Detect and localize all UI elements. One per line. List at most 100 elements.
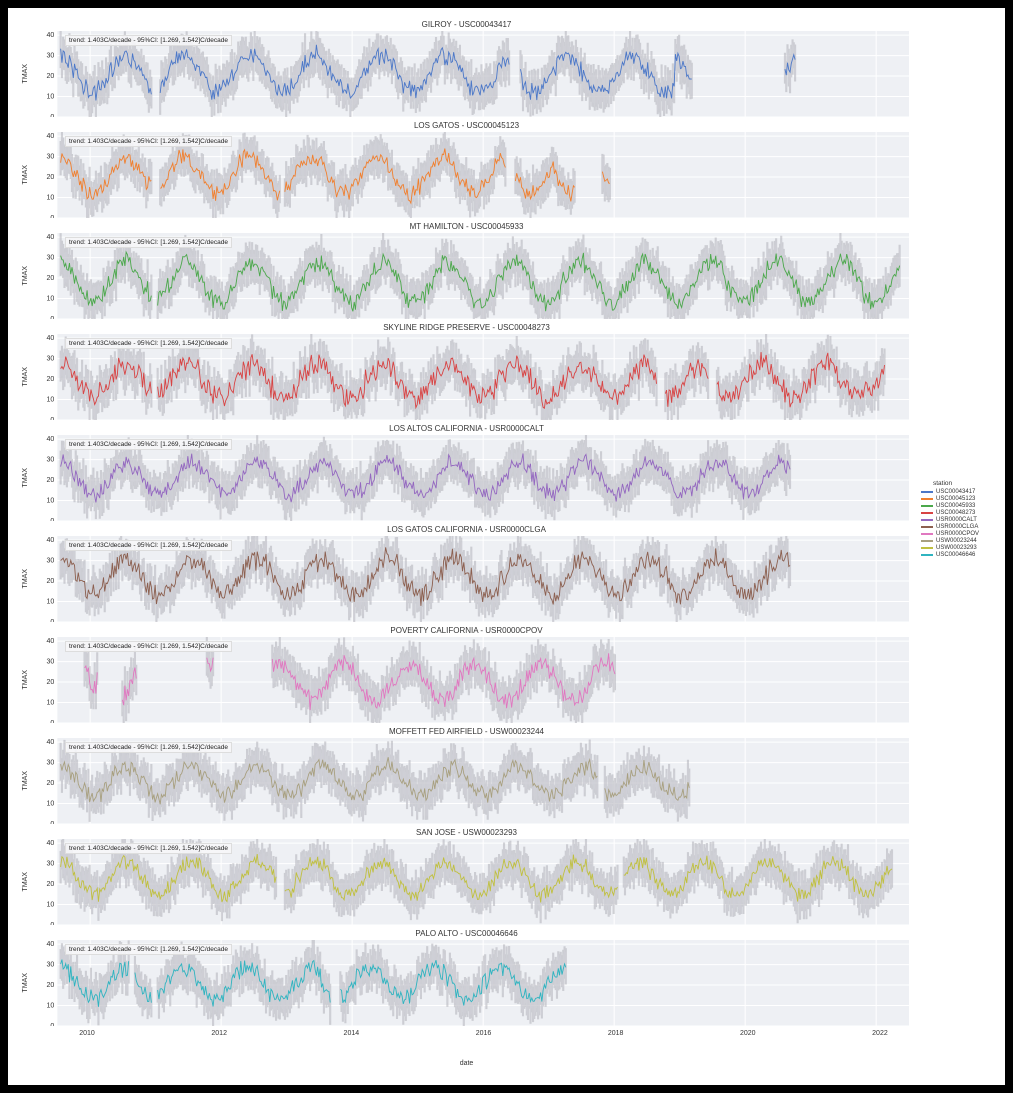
svg-text:40: 40	[46, 436, 54, 443]
y-axis-label: TMAX	[20, 468, 29, 487]
plot-area: trend: 1.403C/decade - 95%CI: [1.269, 1.…	[29, 839, 913, 925]
legend-label: USR0000CALT	[936, 517, 977, 523]
svg-text:40: 40	[46, 739, 54, 746]
legend-item: USW00023293	[921, 545, 993, 551]
plot-area: trend: 1.403C/decade - 95%CI: [1.269, 1.…	[29, 132, 913, 218]
y-axis-label: TMAX	[20, 64, 29, 83]
svg-text:0: 0	[50, 619, 54, 622]
legend-item: USC00043417	[921, 489, 993, 495]
svg-text:20: 20	[46, 477, 54, 484]
svg-text:0: 0	[50, 114, 54, 117]
legend-item: USC00045123	[921, 496, 993, 502]
panels-container: GILROY - USC00043417 TMAX trend: 1.403C/…	[20, 20, 913, 1026]
panel-6: POVERTY CALIFORNIA - USR0000CPOV TMAX tr…	[20, 626, 913, 723]
svg-text:20: 20	[46, 578, 54, 585]
svg-text:40: 40	[46, 234, 54, 241]
trend-annotation: trend: 1.403C/decade - 95%CI: [1.269, 1.…	[65, 641, 232, 652]
y-axis-label: TMAX	[20, 165, 29, 184]
legend-label: USR0000CPOV	[936, 531, 979, 537]
svg-text:30: 30	[46, 659, 54, 666]
svg-text:30: 30	[46, 962, 54, 969]
svg-text:0: 0	[50, 1023, 54, 1026]
x-axis-row: 2010201220142016201820202022	[20, 1030, 913, 1050]
svg-text:10: 10	[46, 700, 54, 707]
legend-swatch	[921, 547, 933, 549]
panel-7: MOFFETT FED AIRFIELD - USW00023244 TMAX …	[20, 727, 913, 824]
plot-area: trend: 1.403C/decade - 95%CI: [1.269, 1.…	[29, 536, 913, 622]
plot-area: trend: 1.403C/decade - 95%CI: [1.269, 1.…	[29, 940, 913, 1026]
legend-swatch	[921, 505, 933, 507]
svg-text:0: 0	[50, 518, 54, 521]
legend-item: USR0000CPOV	[921, 531, 993, 537]
panel-4: LOS ALTOS CALIFORNIA - USR0000CALT TMAX …	[20, 424, 913, 521]
svg-text:0: 0	[50, 316, 54, 319]
legend-swatch	[921, 526, 933, 528]
trend-annotation: trend: 1.403C/decade - 95%CI: [1.269, 1.…	[65, 35, 232, 46]
trend-annotation: trend: 1.403C/decade - 95%CI: [1.269, 1.…	[65, 944, 232, 955]
trend-annotation: trend: 1.403C/decade - 95%CI: [1.269, 1.…	[65, 742, 232, 753]
panel-title: POVERTY CALIFORNIA - USR0000CPOV	[20, 626, 913, 635]
panel-title: LOS ALTOS CALIFORNIA - USR0000CALT	[20, 424, 913, 433]
svg-text:30: 30	[46, 154, 54, 161]
panel-0: GILROY - USC00043417 TMAX trend: 1.403C/…	[20, 20, 913, 117]
svg-text:20: 20	[46, 275, 54, 282]
legend-item: USC00045933	[921, 503, 993, 509]
plot-area: trend: 1.403C/decade - 95%CI: [1.269, 1.…	[29, 31, 913, 117]
legend-swatch	[921, 512, 933, 514]
panel-3: SKYLINE RIDGE PRESERVE - USC00048273 TMA…	[20, 323, 913, 420]
y-axis-label: TMAX	[20, 670, 29, 689]
svg-text:0: 0	[50, 821, 54, 824]
legend-item: USC00048273	[921, 510, 993, 516]
trend-annotation: trend: 1.403C/decade - 95%CI: [1.269, 1.…	[65, 540, 232, 551]
panel-title: SAN JOSE - USW00023293	[20, 828, 913, 837]
plot-area: trend: 1.403C/decade - 95%CI: [1.269, 1.…	[29, 738, 913, 824]
svg-text:30: 30	[46, 558, 54, 565]
figure-frame: GILROY - USC00043417 TMAX trend: 1.403C/…	[8, 8, 1005, 1085]
x-tick: 2022	[872, 1030, 888, 1037]
svg-text:0: 0	[50, 417, 54, 420]
svg-text:10: 10	[46, 599, 54, 606]
x-tick: 2020	[740, 1030, 756, 1037]
svg-text:20: 20	[46, 780, 54, 787]
legend-item: USR0000CALT	[921, 517, 993, 523]
x-tick: 2012	[211, 1030, 227, 1037]
panel-title: SKYLINE RIDGE PRESERVE - USC00048273	[20, 323, 913, 332]
x-tick: 2014	[344, 1030, 360, 1037]
svg-text:20: 20	[46, 679, 54, 686]
svg-text:40: 40	[46, 133, 54, 140]
svg-text:40: 40	[46, 840, 54, 847]
svg-text:10: 10	[46, 397, 54, 404]
svg-text:20: 20	[46, 73, 54, 80]
legend-swatch	[921, 533, 933, 535]
panel-title: MOFFETT FED AIRFIELD - USW00023244	[20, 727, 913, 736]
x-tick: 2016	[476, 1030, 492, 1037]
panel-8: SAN JOSE - USW00023293 TMAX trend: 1.403…	[20, 828, 913, 925]
x-axis: 2010201220142016201820202022	[54, 1030, 913, 1050]
panel-2: MT HAMILTON - USC00045933 TMAX trend: 1.…	[20, 222, 913, 319]
svg-text:0: 0	[50, 215, 54, 218]
panel-title: LOS GATOS - USC00045123	[20, 121, 913, 130]
x-tick: 2018	[608, 1030, 624, 1037]
legend-label: USC00043417	[936, 489, 975, 495]
legend-swatch	[921, 554, 933, 556]
svg-text:30: 30	[46, 760, 54, 767]
svg-text:30: 30	[46, 53, 54, 60]
svg-text:10: 10	[46, 94, 54, 101]
trend-annotation: trend: 1.403C/decade - 95%CI: [1.269, 1.…	[65, 439, 232, 450]
panel-title: PALO ALTO - USC00046646	[20, 929, 913, 938]
plot-area: trend: 1.403C/decade - 95%CI: [1.269, 1.…	[29, 637, 913, 723]
y-axis-label: TMAX	[20, 872, 29, 891]
y-axis-label: TMAX	[20, 569, 29, 588]
svg-text:20: 20	[46, 174, 54, 181]
svg-text:40: 40	[46, 941, 54, 948]
legend-item: USC00046646	[921, 552, 993, 558]
y-axis-label: TMAX	[20, 266, 29, 285]
x-axis-label: date	[20, 1060, 913, 1067]
legend-label: USC00048273	[936, 510, 975, 516]
legend-label: USC00045933	[936, 503, 975, 509]
svg-text:20: 20	[46, 881, 54, 888]
panel-title: LOS GATOS CALIFORNIA - USR0000CLGA	[20, 525, 913, 534]
y-axis-label: TMAX	[20, 973, 29, 992]
svg-text:10: 10	[46, 195, 54, 202]
svg-text:10: 10	[46, 296, 54, 303]
